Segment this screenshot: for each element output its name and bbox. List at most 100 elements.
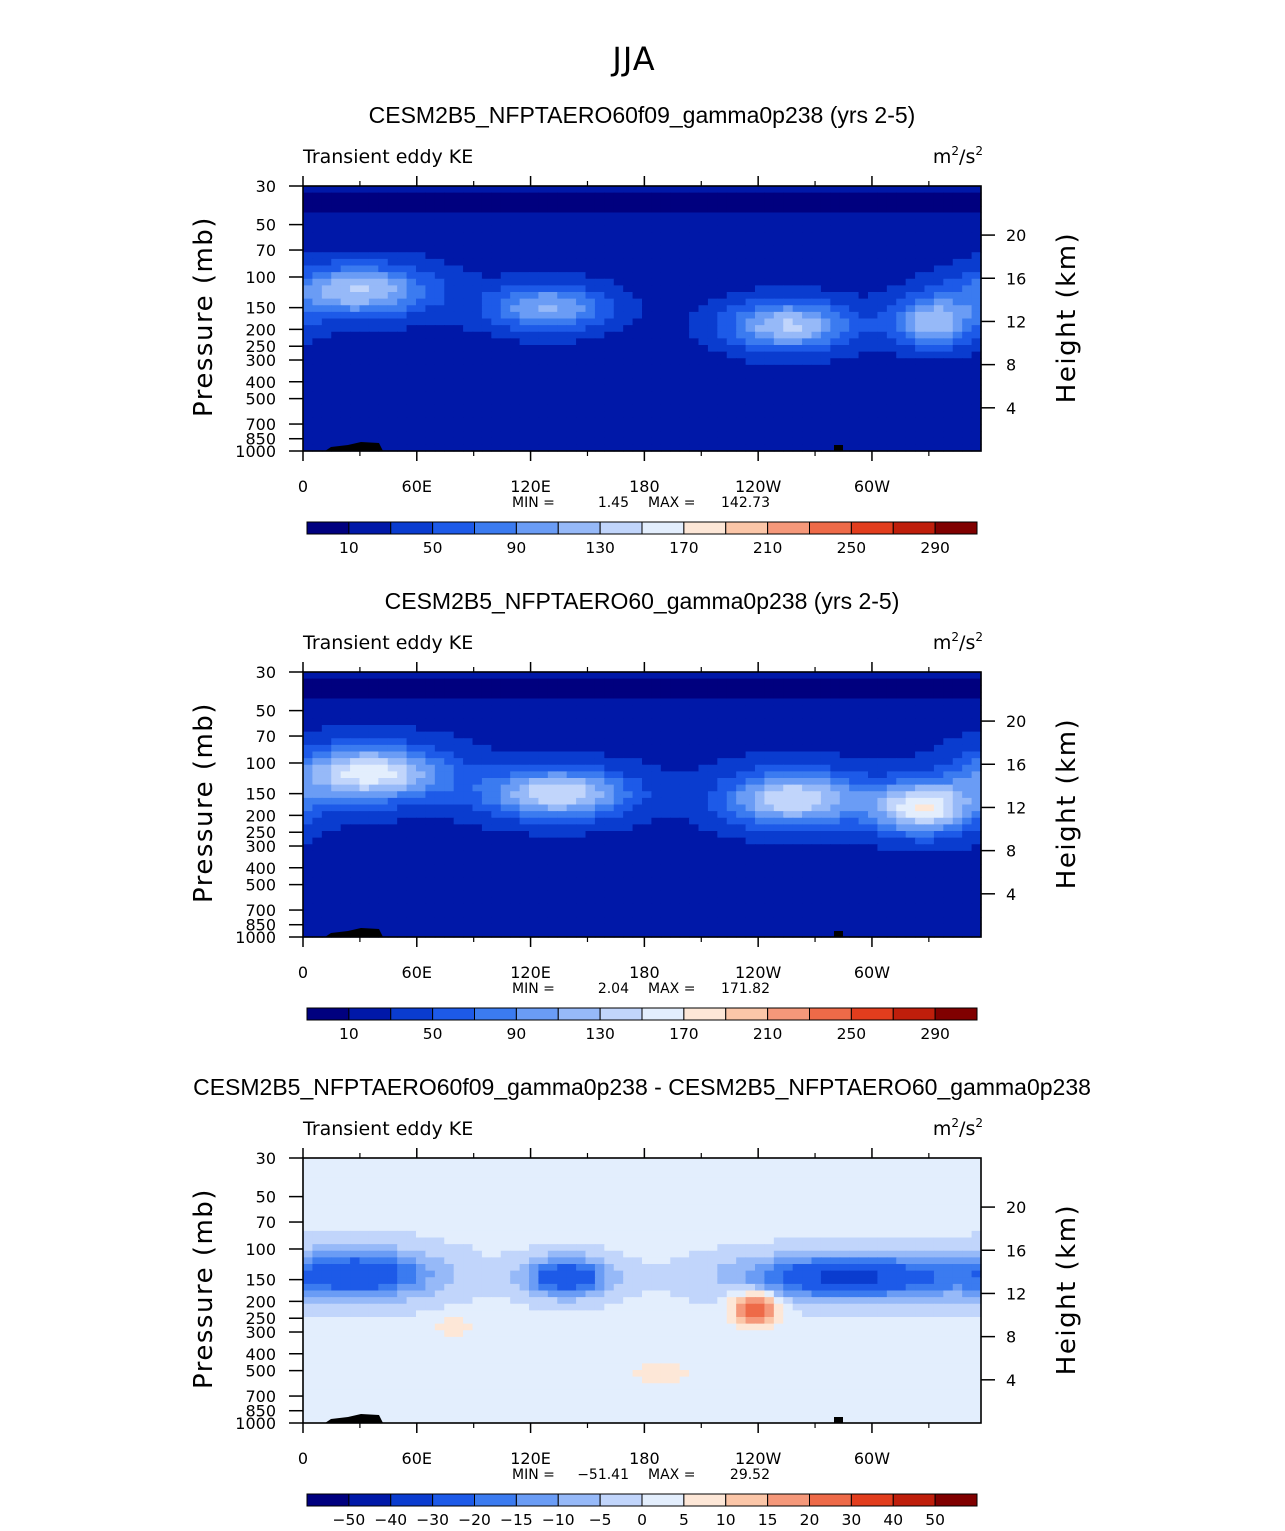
contour-cell [689, 817, 700, 825]
contour-cell [933, 285, 944, 293]
contour-cell [802, 245, 813, 253]
contour-cell [350, 691, 361, 700]
contour-cell [905, 404, 916, 412]
contour-cell [802, 738, 813, 746]
contour-cell [425, 711, 436, 719]
contour-cell [679, 424, 690, 432]
contour-cell [444, 685, 455, 693]
contour-cell [679, 824, 690, 832]
contour-cell [350, 672, 361, 680]
contour-cell [783, 431, 794, 439]
contour-cell [500, 672, 511, 680]
contour-cell [773, 751, 784, 759]
contour-cell [444, 404, 455, 412]
contour-cell [839, 698, 850, 706]
contour-cell [519, 391, 530, 399]
contour-cell [783, 725, 794, 733]
contour-cell [397, 398, 408, 406]
contour-cell [783, 831, 794, 839]
contour-cell [434, 784, 445, 792]
contour-cell [736, 804, 747, 812]
contour-cell [387, 804, 398, 812]
contour-cell [576, 398, 587, 406]
contour-cell [755, 292, 766, 300]
contour-cell [444, 364, 455, 373]
contour-cell [886, 358, 897, 366]
contour-cell [359, 738, 370, 746]
contour-cell [368, 192, 379, 200]
contour-cell [736, 844, 747, 852]
contour-cell [623, 258, 634, 267]
contour-cell [557, 784, 568, 792]
contour-cell [594, 292, 605, 300]
contour-cell [849, 758, 860, 766]
contour-cell [594, 404, 605, 412]
contour-cell [444, 811, 455, 819]
contour-cell [802, 837, 813, 845]
contour-cell [839, 232, 850, 240]
contour-cell [500, 305, 511, 313]
contour-cell [830, 685, 841, 693]
contour-cell [698, 698, 709, 706]
contour-cell [566, 824, 577, 832]
contour-cell [773, 691, 784, 700]
contour-cell [444, 345, 455, 353]
contour-cell [849, 292, 860, 300]
contour-cell [896, 811, 907, 819]
contour-cell [868, 844, 879, 852]
contour-cell [434, 199, 445, 207]
contour-cell [707, 325, 718, 333]
contour-cell [726, 391, 737, 399]
contour-cell [566, 844, 577, 852]
contour-cell [971, 691, 982, 700]
contour-cell [858, 731, 869, 739]
contour-cell [613, 186, 624, 194]
contour-cell [425, 212, 436, 220]
contour-cell [378, 831, 389, 839]
contour-cell [952, 305, 963, 313]
contour-cell [368, 778, 379, 786]
contour-cell [660, 358, 671, 366]
contour-cell [717, 219, 728, 227]
contour-cell [510, 345, 521, 353]
contour-cell [303, 331, 314, 339]
contour-cell [303, 404, 314, 412]
contour-cell [943, 311, 954, 320]
contour-cell [397, 711, 408, 719]
contour-cell [519, 384, 530, 392]
contour-cell [915, 252, 926, 260]
contour-cell [802, 378, 813, 386]
contour-cell [510, 437, 521, 445]
contour-cell [660, 186, 671, 194]
contour-cell [529, 764, 540, 772]
contour-cell [736, 398, 747, 406]
contour-cell [387, 685, 398, 693]
contour-cell [303, 192, 314, 200]
contour-cell [538, 338, 549, 346]
contour-cell [952, 764, 963, 772]
contour-cell [491, 358, 502, 366]
contour-cell [321, 744, 332, 753]
contour-cell [491, 685, 502, 693]
contour-cell [387, 311, 398, 320]
contour-cell [642, 837, 653, 845]
contour-cell [670, 824, 681, 832]
contour-cell [802, 824, 813, 832]
contour-cell [538, 738, 549, 746]
contour-cell [830, 424, 841, 432]
contour-cell [755, 331, 766, 339]
contour-cell [707, 698, 718, 706]
contour-cell [359, 431, 370, 439]
contour-cell [397, 705, 408, 713]
contour-cell [331, 764, 342, 772]
contour-cell [510, 258, 521, 267]
contour-cell [538, 791, 549, 799]
contour-cell [585, 850, 596, 859]
contour-cell [585, 219, 596, 227]
contour-cell [642, 331, 653, 339]
contour-cell [698, 391, 709, 399]
contour-cell [792, 292, 803, 300]
contour-cell [397, 444, 408, 452]
contour-cell [576, 797, 587, 806]
contour-cell [500, 817, 511, 825]
